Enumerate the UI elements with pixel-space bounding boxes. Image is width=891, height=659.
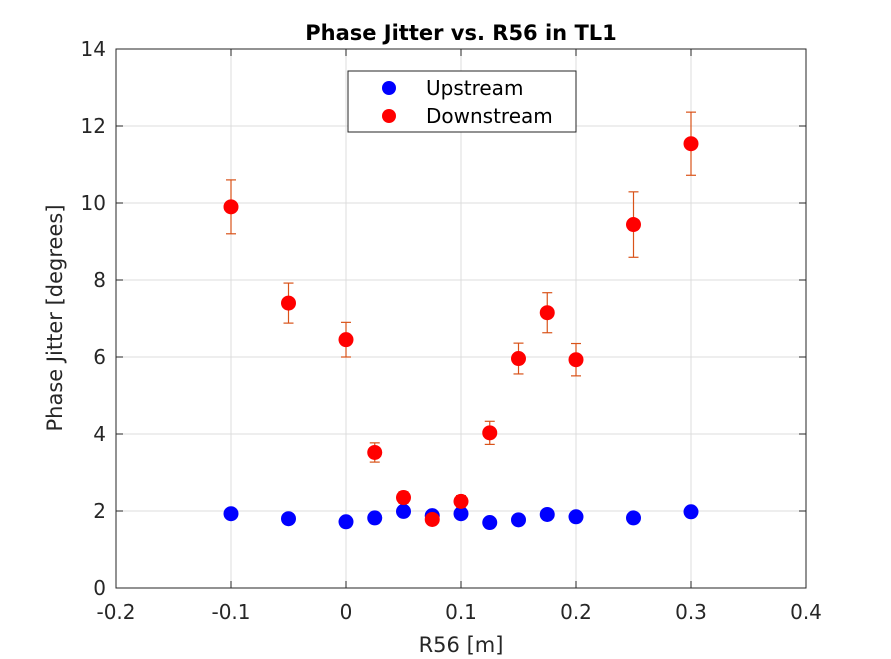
data-point [511, 512, 526, 528]
data-point [626, 510, 641, 526]
x-tick-label: 0.4 [790, 600, 822, 624]
y-tick-label: 6 [93, 345, 106, 369]
data-point [396, 503, 411, 519]
y-tick-label: 4 [93, 422, 106, 446]
data-point [281, 295, 296, 311]
legend-marker-upstream [382, 81, 396, 95]
x-tick-label: -0.1 [211, 600, 250, 624]
data-point [568, 352, 584, 368]
legend-label-downstream: Downstream [426, 104, 553, 128]
data-point [338, 514, 354, 530]
x-axis-label: R56 [m] [419, 633, 504, 657]
data-point [683, 504, 699, 520]
data-point [568, 509, 584, 525]
data-point [539, 506, 555, 522]
legend-label-upstream: Upstream [426, 76, 523, 100]
y-tick-label: 0 [93, 576, 106, 600]
data-point [626, 217, 641, 233]
data-point [482, 425, 498, 441]
data-point [223, 199, 239, 215]
data-point [367, 444, 383, 460]
y-axis-label: Phase Jitter [degrees] [43, 204, 67, 431]
x-tick-label: 0 [340, 600, 353, 624]
data-point [683, 136, 699, 152]
data-point [453, 493, 469, 509]
data-point [281, 511, 296, 527]
y-tick-label: 10 [81, 191, 106, 215]
data-point [338, 332, 354, 348]
data-point [539, 305, 555, 321]
data-point [482, 515, 498, 531]
data-point [453, 506, 469, 522]
x-tick-label: 0.3 [675, 600, 707, 624]
legend: Upstream Downstream [347, 70, 577, 133]
data-point [223, 506, 239, 522]
data-point [396, 490, 411, 506]
data-series [223, 111, 699, 531]
y-tick-label: 12 [81, 114, 106, 138]
data-point [511, 351, 526, 367]
x-tick-label: 0.1 [445, 600, 477, 624]
series-downstream [223, 111, 699, 527]
x-tick-label: -0.2 [96, 600, 135, 624]
y-tick-label: 14 [81, 37, 106, 61]
y-tick-label: 2 [93, 499, 106, 523]
axis-ticks: -0.2 -0.1 0 0.1 0.2 0.3 0.4 0 2 4 6 8 10 12 14 [81, 37, 822, 624]
data-point [424, 511, 440, 527]
chart-title: Phase Jitter vs. R56 in TL1 [305, 21, 617, 45]
data-point [367, 510, 383, 526]
legend-marker-downstream [382, 109, 396, 123]
x-tick-label: 0.2 [560, 600, 592, 624]
y-tick-label: 8 [93, 268, 106, 292]
